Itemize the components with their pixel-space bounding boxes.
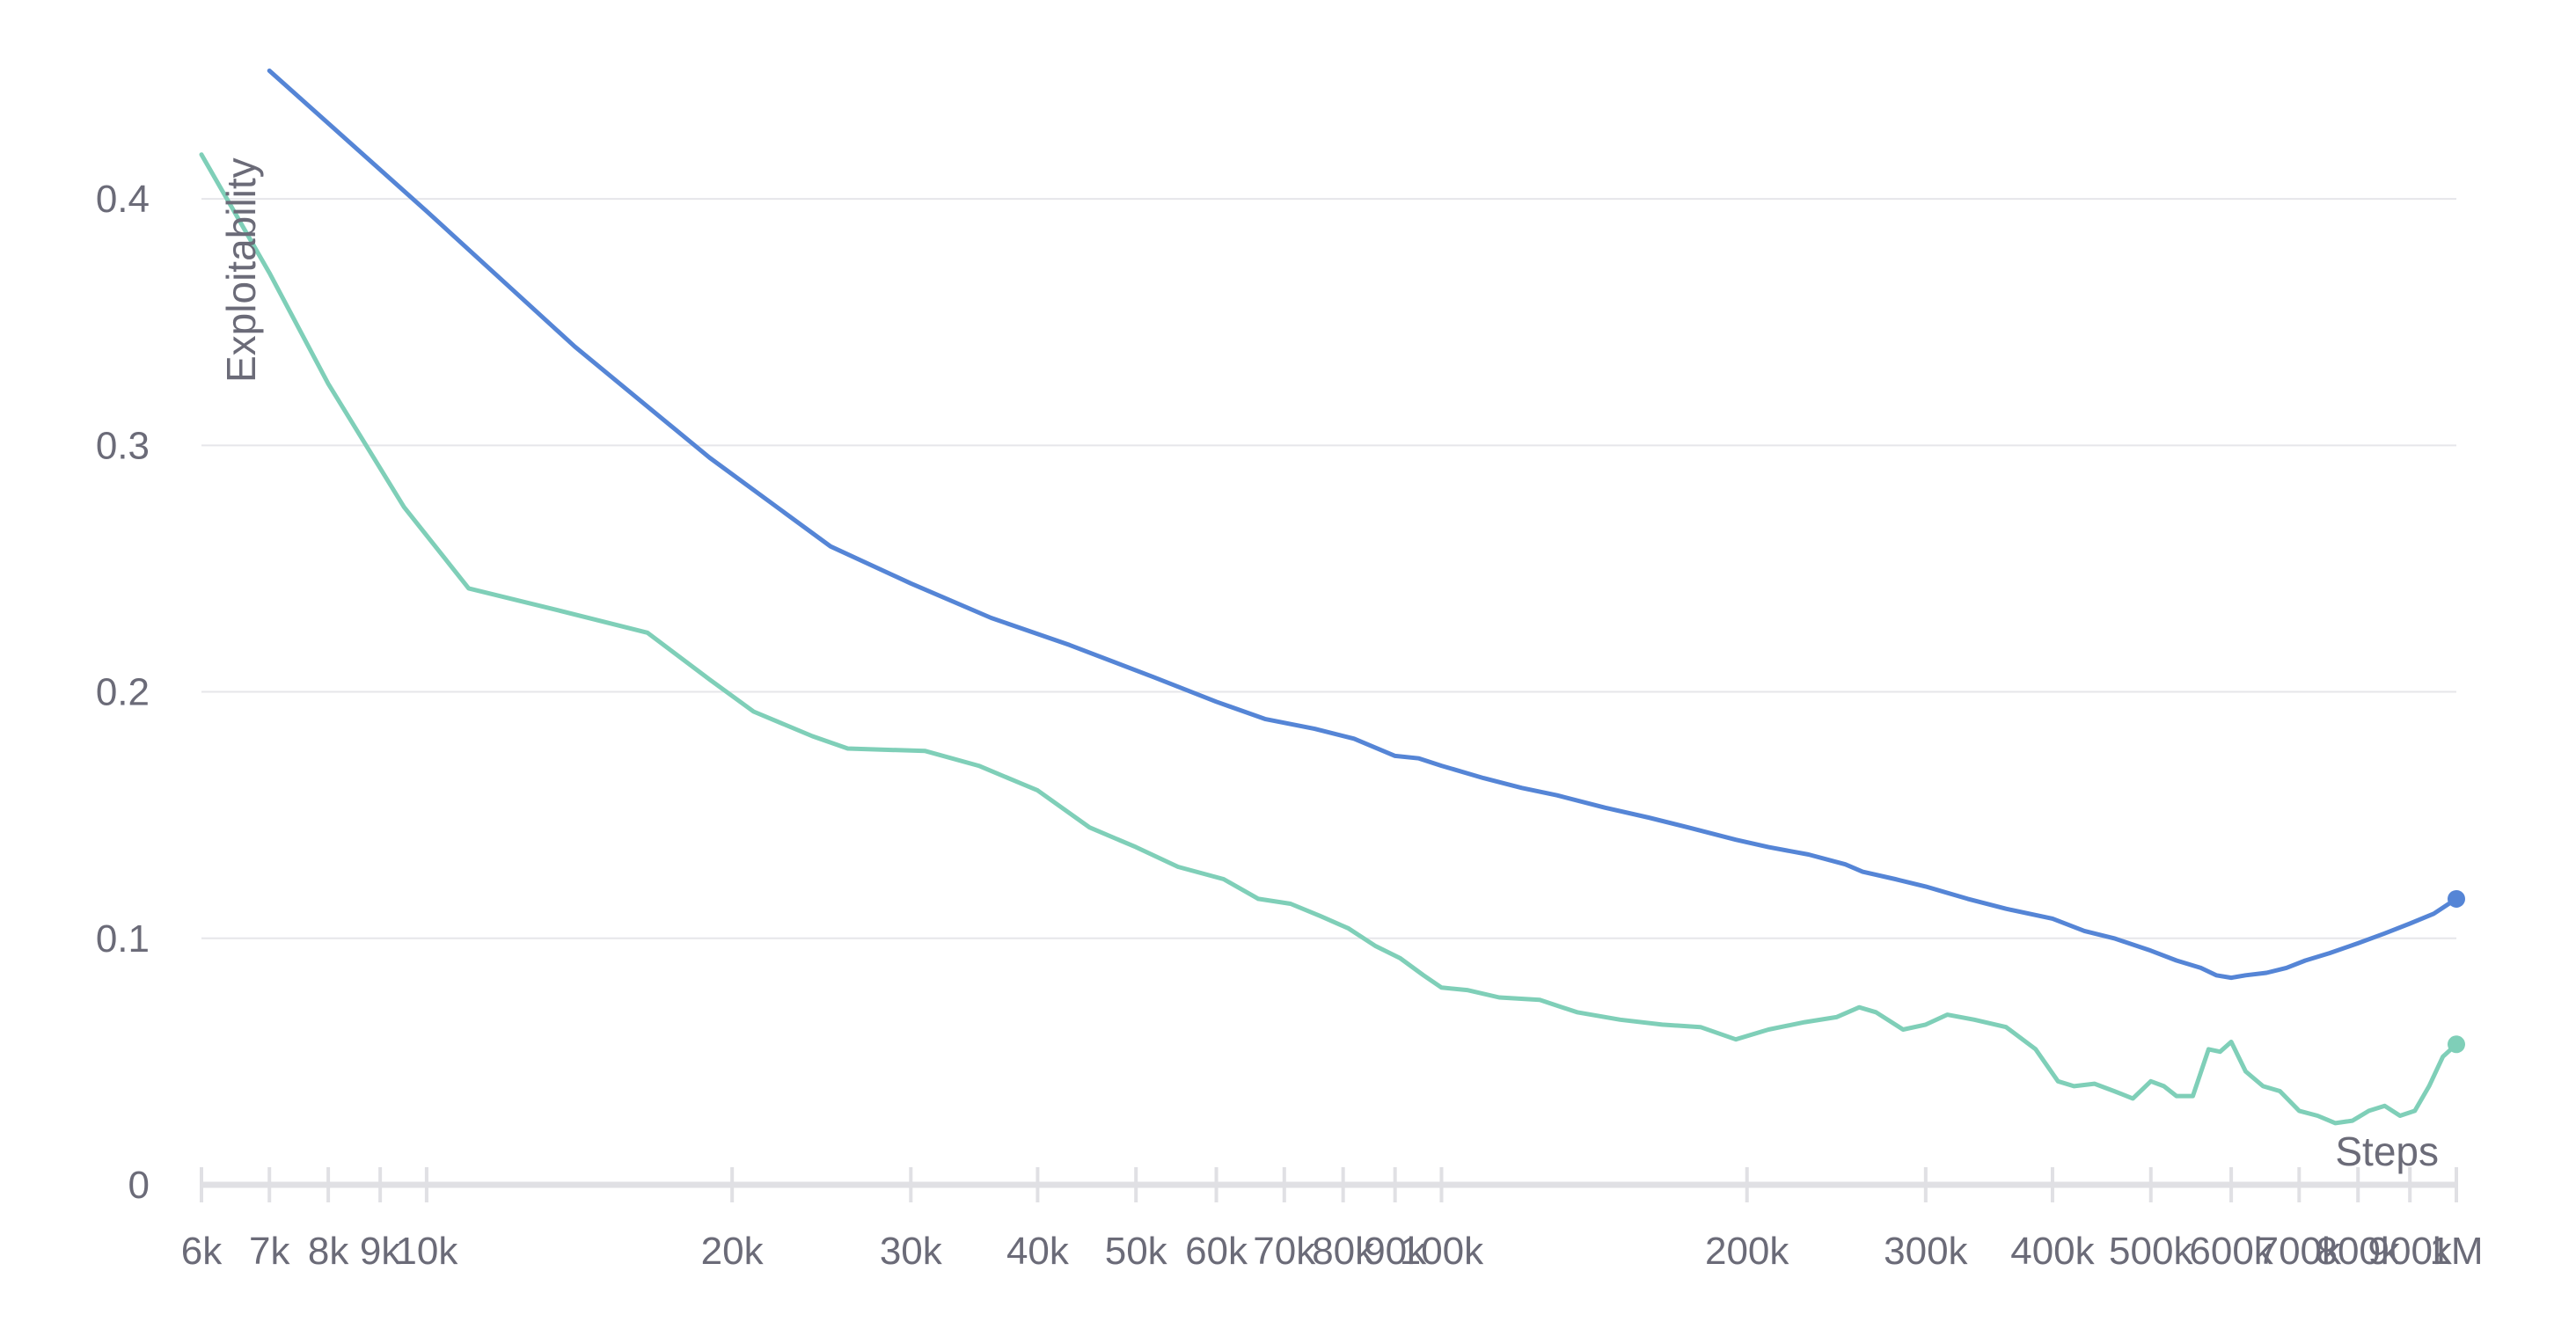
- x-tick-label-1: 7k: [249, 1230, 290, 1273]
- series-lines: [199, 68, 2465, 1126]
- x-tick-label-17: 500k: [2109, 1230, 2193, 1273]
- x-tick-label-21: 900k: [2368, 1230, 2453, 1273]
- x-tick-label-12: 90k: [1364, 1230, 1427, 1273]
- x-tick-label-8: 50k: [1105, 1230, 1168, 1273]
- y-tick-label-4: 0.4: [96, 178, 150, 221]
- y-tick-label-0: 0: [128, 1164, 150, 1207]
- x-tick-label-7: 40k: [1006, 1230, 1070, 1273]
- y-axis-tick-labels: 0 0.1 0.2 0.3 0.4: [96, 178, 150, 1207]
- x-tick-label-6: 30k: [880, 1230, 943, 1273]
- x-tick-label-9: 60k: [1185, 1230, 1248, 1273]
- x-tick-label-20: 800k: [2316, 1230, 2400, 1273]
- x-tick-label-14: 200k: [1705, 1230, 1789, 1273]
- x-tick-label-19: 700k: [2258, 1230, 2342, 1273]
- x-axis: [200, 1167, 2458, 1202]
- x-tick-label-4: 10k: [395, 1230, 458, 1273]
- x-tick-label-3: 9k: [360, 1230, 401, 1273]
- y-tick-label-3: 0.3: [96, 424, 150, 467]
- x-tick-label-0: 6k: [181, 1230, 223, 1273]
- x-tick-label-18: 600k: [2189, 1230, 2273, 1273]
- x-tick-label-11: 80k: [1312, 1230, 1375, 1273]
- y-tick-label-1: 0.1: [96, 917, 150, 961]
- x-tick-label-13: 100k: [1400, 1230, 1484, 1273]
- x-tick-label-2: 8k: [308, 1230, 349, 1273]
- x-tick-label-5: 20k: [701, 1230, 765, 1273]
- y-gridlines: [201, 198, 2456, 939]
- x-axis-label: Steps: [2335, 1129, 2439, 1174]
- series-end-point-0: [2448, 889, 2465, 908]
- y-axis-label: Exploitability: [218, 157, 264, 383]
- series-line-1: [199, 152, 2459, 1126]
- series-line-0: [267, 68, 2459, 981]
- x-tick-label-15: 300k: [1884, 1230, 1968, 1273]
- series-end-point-1: [2448, 1035, 2465, 1054]
- x-tick-label-16: 400k: [2010, 1230, 2095, 1273]
- y-tick-label-2: 0.2: [96, 671, 150, 714]
- x-tick-label-22: 1M: [2429, 1230, 2483, 1273]
- x-tick-label-10: 70k: [1253, 1230, 1316, 1273]
